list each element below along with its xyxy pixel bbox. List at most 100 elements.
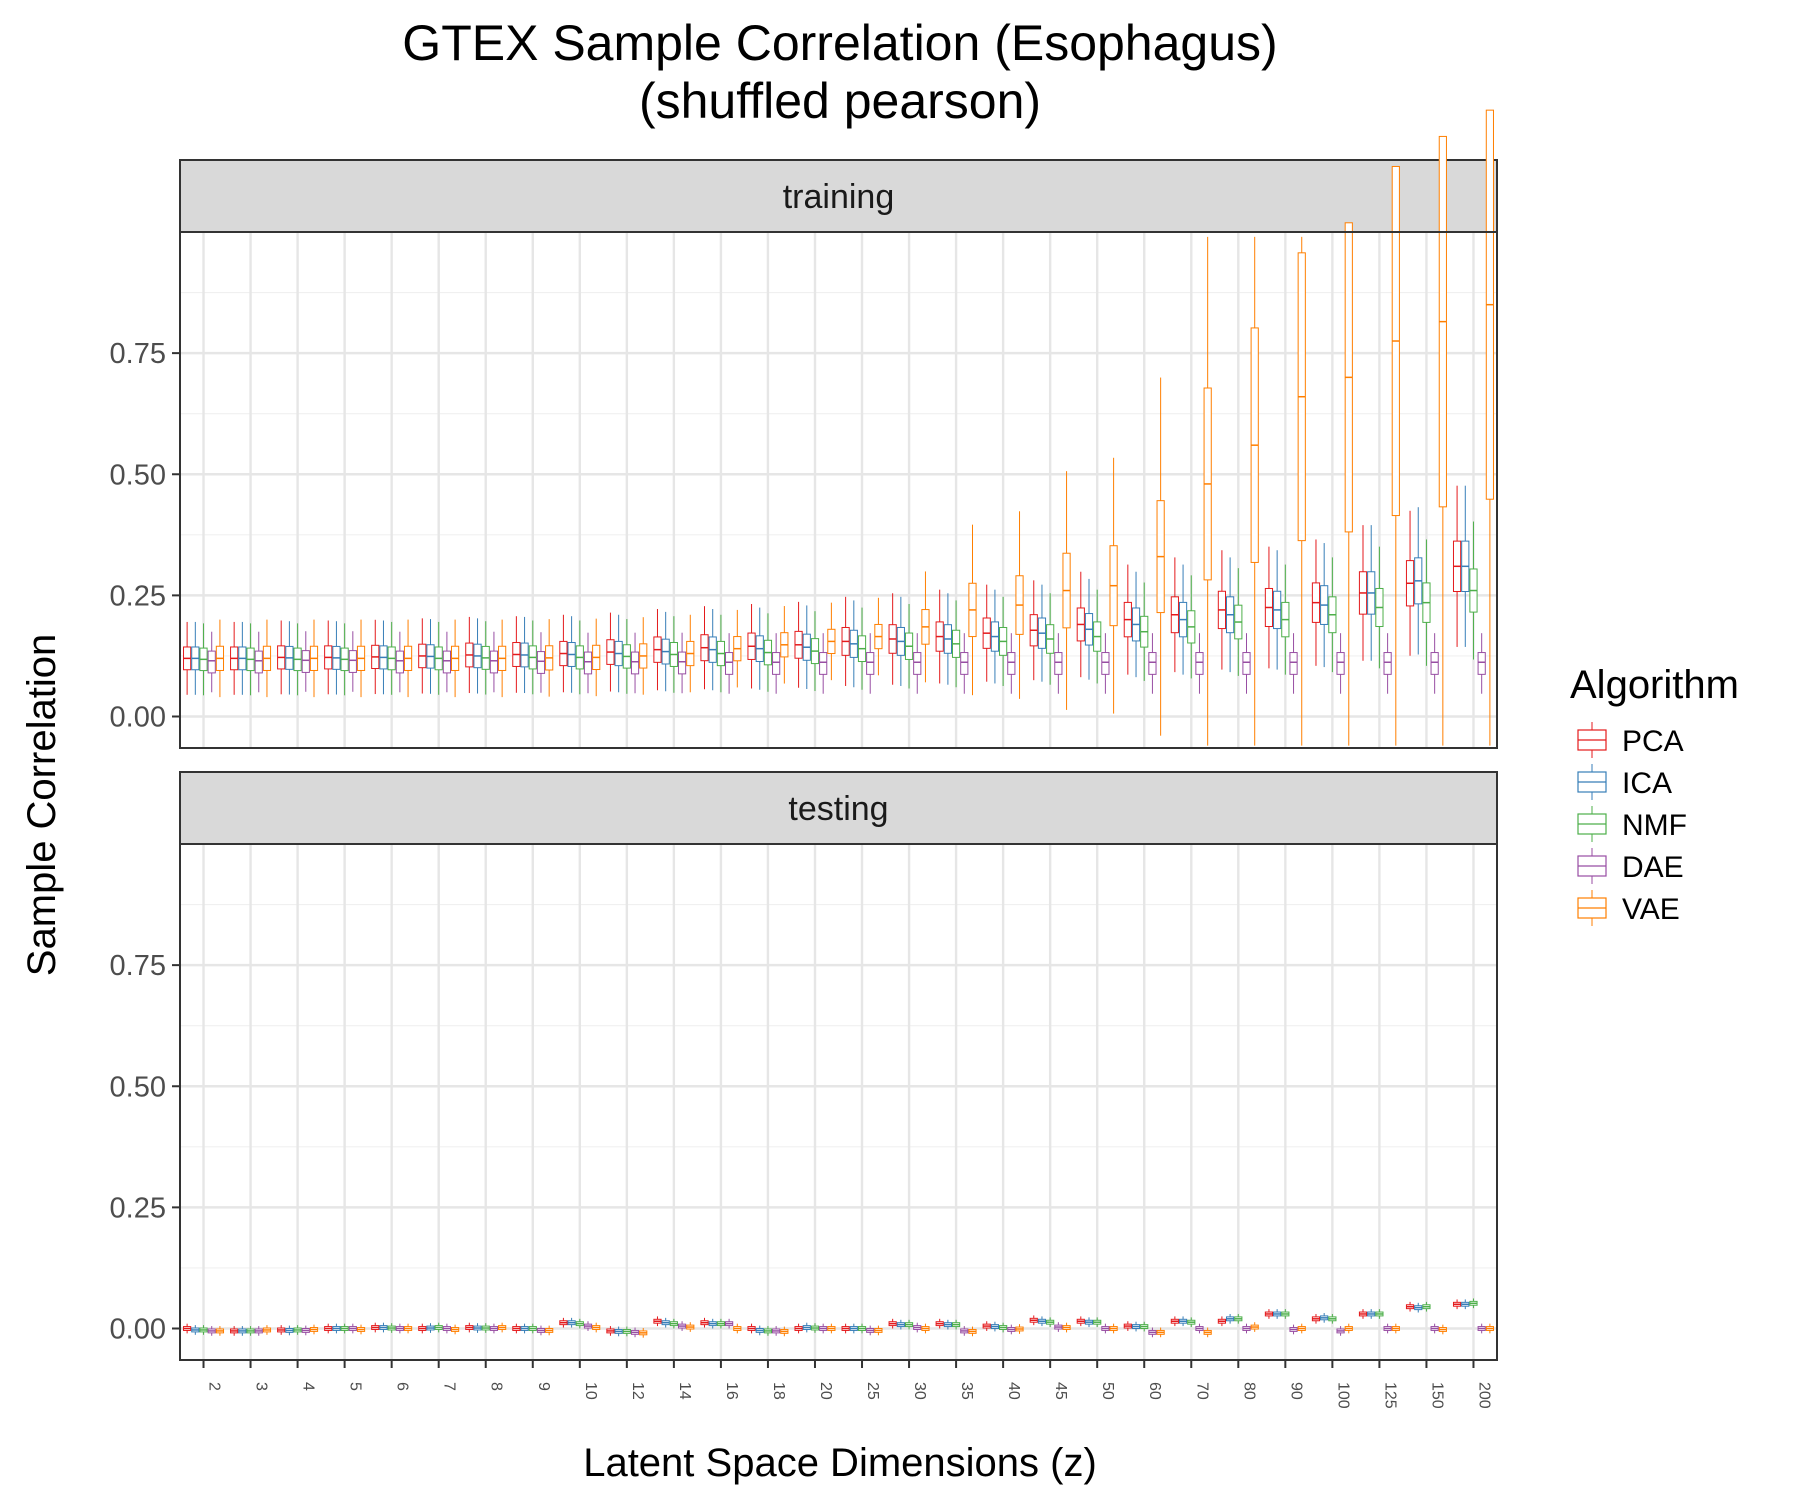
y-tick-label: 0.50 xyxy=(110,459,166,491)
x-tick-label: 5 xyxy=(347,1382,364,1391)
series-NMF-training xyxy=(199,521,1478,696)
box-DAE-2 xyxy=(207,650,216,674)
x-tick-label: 90 xyxy=(1287,1382,1304,1400)
box-DAE-3 xyxy=(254,650,263,674)
strip-label-testing: testing xyxy=(788,790,888,828)
box-DAE-18 xyxy=(772,652,781,675)
y-tick-label: 0.00 xyxy=(110,1314,166,1346)
y-tick-label: 0.50 xyxy=(110,1071,166,1103)
y-tick-label: 0.25 xyxy=(110,580,166,612)
series-NMF-testing xyxy=(199,1298,1478,1337)
panels: training 0.00 0.25 0.50 0.75 testing 0.00 0.25 0… xyxy=(110,109,1498,1409)
panel-bg xyxy=(180,844,1497,1360)
x-tick-label: 12 xyxy=(629,1382,646,1400)
box-DAE-8 xyxy=(489,650,499,674)
series-PCA-testing xyxy=(183,1299,1462,1336)
x-tick-label: 60 xyxy=(1146,1382,1163,1400)
series-ICA-training xyxy=(191,485,1470,695)
legend-label-ICA: ICA xyxy=(1622,767,1672,800)
box-DAE-16 xyxy=(725,652,734,675)
legend-entry-DAE: DAE xyxy=(1577,848,1684,884)
x-tick-label: 8 xyxy=(488,1382,505,1391)
x-tick-label: 16 xyxy=(723,1382,740,1400)
x-tick-label: 30 xyxy=(911,1382,928,1400)
box-DAE-90 xyxy=(1289,652,1298,675)
x-tick-label: 9 xyxy=(535,1382,552,1391)
box-DAE-35 xyxy=(960,652,969,675)
legend-label-NMF: NMF xyxy=(1622,809,1687,842)
series-DAE-testing xyxy=(207,1318,1486,1338)
box-DAE-80 xyxy=(1242,652,1251,675)
box-DAE-50 xyxy=(1101,652,1110,675)
x-tick-label: 70 xyxy=(1193,1382,1210,1400)
box-DAE-60 xyxy=(1148,652,1157,675)
y-tick-label: 0.25 xyxy=(110,1192,166,1224)
box-DAE-6 xyxy=(395,650,404,674)
chart-subtitle: (shuffled pearson) xyxy=(639,73,1041,129)
x-tick-label: 80 xyxy=(1240,1382,1257,1400)
box-DAE-7 xyxy=(442,650,451,674)
legend-entry-NMF: NMF xyxy=(1577,806,1687,842)
series-ICA-testing xyxy=(191,1299,1470,1337)
series-DAE-training xyxy=(207,631,1486,694)
x-tick-label: 35 xyxy=(958,1382,975,1400)
box-DAE-12 xyxy=(630,651,640,675)
series-VAE-testing xyxy=(215,1322,1494,1338)
legend-label-DAE: DAE xyxy=(1622,851,1684,884)
strip-label-training: training xyxy=(783,178,895,216)
legend-entry-VAE: VAE xyxy=(1577,890,1680,926)
legend-entry-ICA: ICA xyxy=(1577,764,1672,800)
series-VAE-training xyxy=(215,109,1494,746)
x-tick-label: 2 xyxy=(206,1382,223,1391)
x-tick-label: 50 xyxy=(1099,1382,1116,1400)
x-tick-label: 20 xyxy=(817,1382,834,1400)
legend-label-PCA: PCA xyxy=(1622,725,1684,758)
box-DAE-150 xyxy=(1430,652,1439,675)
strip-training xyxy=(179,159,1498,233)
y-tick-label: 0.75 xyxy=(110,950,166,982)
x-tick-label: 40 xyxy=(1005,1382,1022,1400)
box-DAE-70 xyxy=(1195,652,1204,675)
box-DAE-25 xyxy=(866,652,875,675)
x-tick-label: 7 xyxy=(441,1382,458,1391)
x-tick-label: 45 xyxy=(1052,1382,1069,1400)
box-DAE-4 xyxy=(301,650,310,673)
x-tick-label: 150 xyxy=(1428,1382,1445,1409)
box-DAE-30 xyxy=(913,652,922,675)
strip-testing xyxy=(179,771,1498,845)
y-tick-label: 0.75 xyxy=(110,338,166,370)
x-tick-label: 25 xyxy=(864,1382,881,1400)
x-axis-title: Latent Space Dimensions (z) xyxy=(583,1441,1097,1485)
box-DAE-20 xyxy=(819,652,828,675)
x-tick-label: 10 xyxy=(582,1382,599,1400)
box-DAE-14 xyxy=(677,651,687,675)
y-axis-title: Sample Correlation xyxy=(20,634,64,976)
x-tick-label: 6 xyxy=(394,1382,411,1391)
panel-border xyxy=(179,231,1498,749)
box-DAE-10 xyxy=(583,651,593,675)
x-tick-label: 100 xyxy=(1334,1382,1351,1409)
x-tick-label: 18 xyxy=(770,1382,787,1400)
box-DAE-200 xyxy=(1477,652,1486,675)
x-tick-label: 4 xyxy=(300,1382,317,1391)
panel-border xyxy=(179,843,1498,1361)
box-DAE-100 xyxy=(1336,652,1345,675)
panel-training: training 0.00 0.25 0.50 0.75 xyxy=(110,109,1498,749)
legend-entry-PCA: PCA xyxy=(1577,722,1684,758)
box-DAE-45 xyxy=(1054,652,1063,675)
series-PCA-training xyxy=(183,485,1462,695)
box-DAE-9 xyxy=(536,651,546,674)
y-tick-label: 0.00 xyxy=(110,702,166,734)
x-tick-label: 3 xyxy=(253,1382,270,1391)
x-tick-label: 14 xyxy=(676,1382,693,1400)
chart-title: GTEX Sample Correlation (Esophagus) xyxy=(402,15,1277,71)
legend-title: Algorithm xyxy=(1570,663,1739,707)
box-DAE-5 xyxy=(348,650,357,673)
box-DAE-40 xyxy=(1007,652,1016,675)
x-tick-label: 200 xyxy=(1475,1382,1492,1409)
box-DAE-125 xyxy=(1383,652,1392,675)
legend: Algorithm PCA ICA NMF DAE VAE xyxy=(1570,663,1739,926)
